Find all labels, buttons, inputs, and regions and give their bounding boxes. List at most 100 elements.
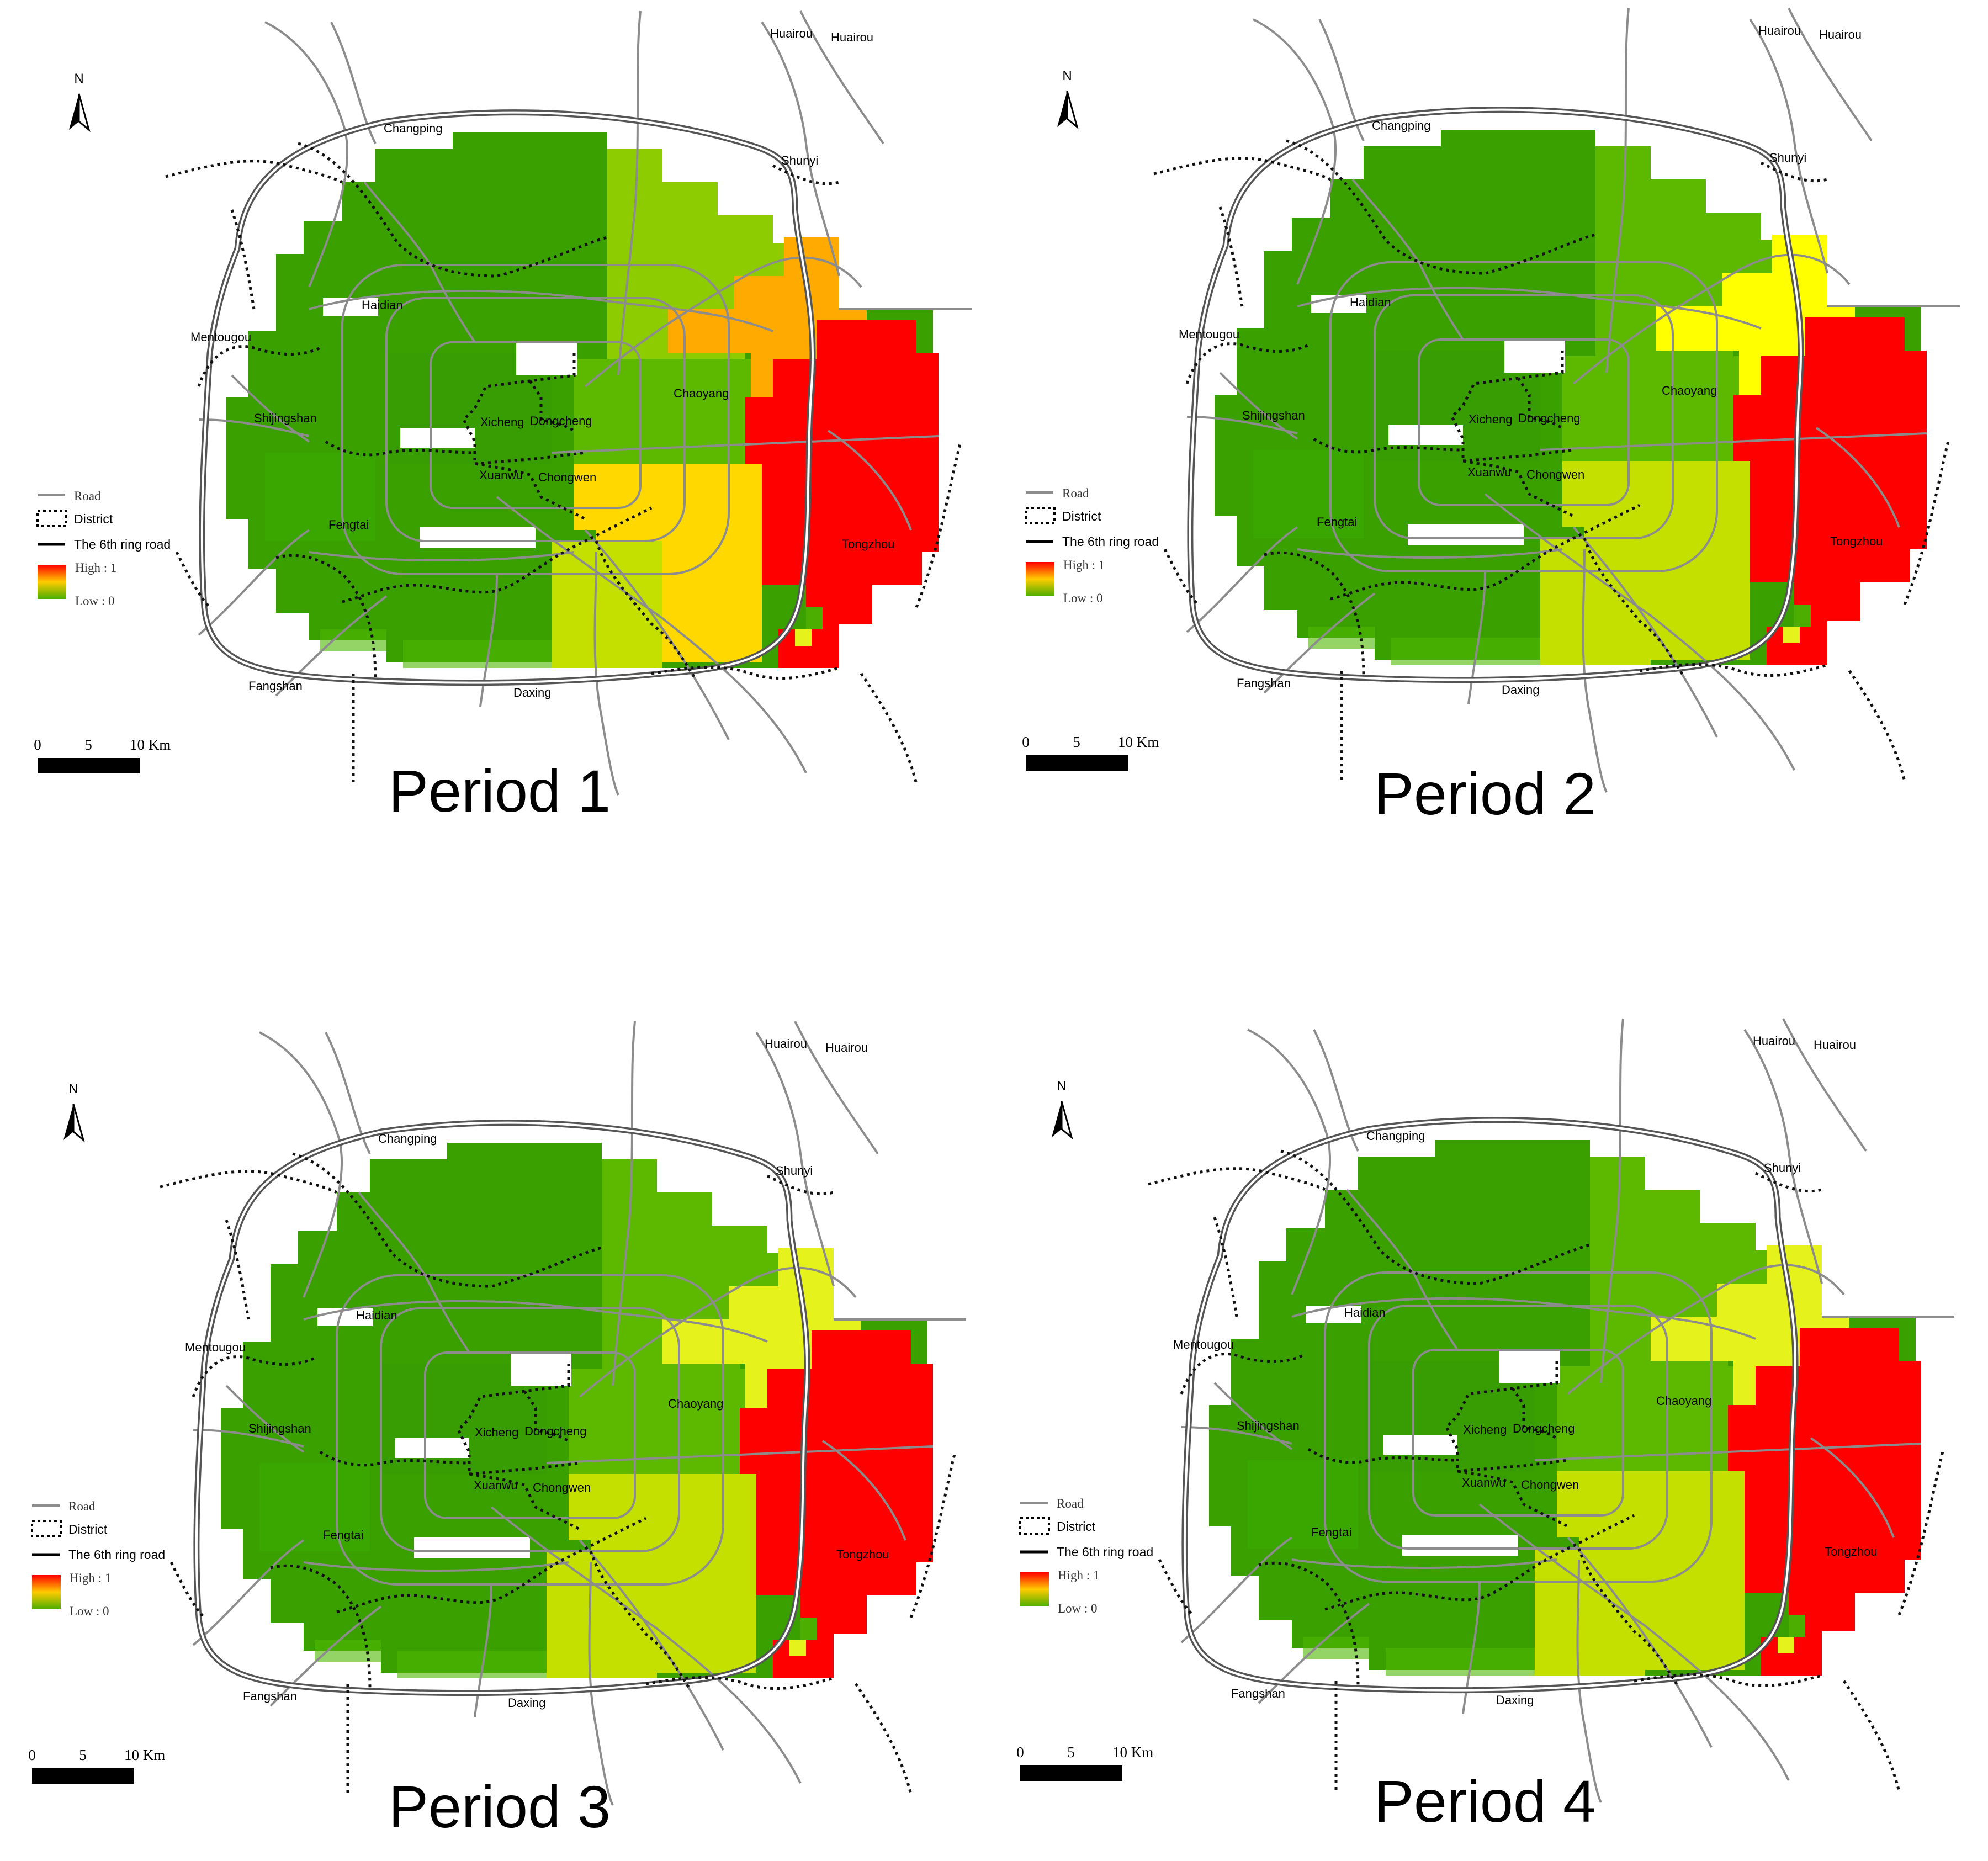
place-label-huairou-1: Huairou [770, 26, 813, 40]
road [1263, 592, 1376, 694]
legend-low-label: Low : 0 [70, 1604, 109, 1618]
heat-south-lime [552, 541, 662, 668]
road [192, 1539, 305, 1646]
north-arrow-icon: N [63, 1081, 85, 1143]
place-label-huairou-2: Huairou [831, 30, 873, 44]
place-label-xicheng: Xicheng [480, 415, 524, 429]
road [1582, 549, 1608, 793]
road [496, 496, 807, 773]
road [1605, 8, 1630, 373]
ring-road-inner [336, 1274, 724, 1586]
heat-surface [226, 132, 939, 668]
heat-variation [1253, 450, 1364, 538]
place-label-huairou-2: Huairou [1819, 28, 1862, 41]
ring-road-inner [430, 341, 642, 509]
heat-cell [1783, 627, 1800, 643]
heat-surface [221, 1143, 933, 1678]
place-label-tongzhou: Tongzhou [836, 1547, 889, 1561]
heat-cell [1794, 605, 1811, 627]
road [799, 10, 884, 145]
scale-tick-0: 0 [34, 736, 41, 753]
road [1572, 253, 1851, 385]
blank-area [1311, 295, 1366, 313]
heat-south-lime [547, 1551, 657, 1678]
road [827, 430, 912, 531]
ring-road-inner [1368, 1305, 1668, 1550]
heat-cell [800, 1618, 817, 1640]
road [1567, 1536, 1713, 1748]
district-boundaries [1153, 139, 1950, 782]
place-label-shunyi: Shunyi [1769, 151, 1806, 165]
road [1186, 416, 1298, 434]
road [584, 256, 862, 388]
road [259, 1031, 343, 1298]
scale-tick-10: 10 Km [1112, 1744, 1153, 1761]
road [1576, 1559, 1602, 1803]
scale-bar: 0 5 10 Km [1022, 734, 1159, 771]
blank-area [395, 1438, 469, 1458]
road-network [198, 10, 972, 796]
ring-road-inner [1412, 1349, 1624, 1517]
road [193, 1429, 304, 1448]
legend-district-label: District [1062, 509, 1101, 523]
scale-tick-0: 0 [28, 1747, 36, 1763]
scale-tick-10: 10 Km [124, 1747, 165, 1763]
heat-tongzhou-red [1728, 1328, 1921, 1676]
place-label-shijingshan: Shijingshan [1242, 409, 1305, 422]
place-label-haidian: Haidian [1350, 295, 1391, 309]
place-label-shunyi: Shunyi [781, 153, 818, 167]
legend-district-swatch [1019, 1517, 1050, 1535]
road-network [192, 1021, 966, 1806]
legend-district-label: District [68, 1522, 108, 1536]
ring-road-inner [1324, 1271, 1713, 1583]
legend-low-label: Low : 0 [1063, 591, 1103, 605]
legend: Road District The 6th ring road High : 1 Low… [31, 1499, 165, 1618]
place-label-changping: Changping [1372, 119, 1430, 132]
heat-east-mid [1562, 356, 1761, 461]
road [1478, 1503, 1790, 1781]
place-label-dongcheng: Dongcheng [524, 1424, 587, 1438]
scale-tick-0: 0 [1022, 734, 1030, 750]
north-label: N [1062, 68, 1072, 83]
place-label-xicheng: Xicheng [475, 1425, 519, 1439]
heat-variation [1308, 627, 1375, 649]
legend-high-label: High : 1 [1058, 1568, 1099, 1582]
road [1180, 1536, 1293, 1643]
place-label-changping: Changping [378, 1132, 437, 1146]
place-label-shijingshan: Shijingshan [1237, 1419, 1300, 1433]
heat-variation [397, 1651, 547, 1678]
place-label-chongwen: Chongwen [538, 470, 596, 484]
legend-road-label: Road [1062, 486, 1089, 500]
place-label-chongwen: Chongwen [1521, 1478, 1579, 1492]
place-label-huairou-1: Huairou [765, 1037, 807, 1051]
place-label-xuanwu: Xuanwu [474, 1478, 518, 1492]
road [198, 418, 310, 437]
legend-gradient-swatch [1020, 1572, 1049, 1606]
heat-variation [1391, 638, 1540, 665]
heat-variation [1303, 1637, 1369, 1659]
road [1318, 19, 1365, 141]
north-arrow-icon: N [1057, 68, 1079, 130]
place-label-fangshan: Fangshan [1231, 1687, 1285, 1700]
heat-south-lime [1535, 1549, 1645, 1676]
scale-tick-5: 5 [1067, 1744, 1075, 1761]
scale-bar: 0 5 10 Km [1016, 1744, 1153, 1781]
place-label-mentougou: Mentougou [1179, 327, 1239, 341]
road [309, 289, 773, 332]
north-label: N [68, 1081, 78, 1096]
legend-high-label: High : 1 [1063, 558, 1105, 572]
sixth-ring-road [1187, 107, 1804, 683]
scale-bar-rect [32, 1768, 134, 1784]
scale-bar-rect [38, 758, 140, 773]
north-label: N [1057, 1079, 1066, 1094]
map-panel-4: Huairou Huairou Changping Shunyi Haidian Ment… [1016, 1018, 1954, 1803]
sixth-ring-road [193, 1120, 810, 1696]
road [1297, 548, 1563, 559]
road [546, 1445, 934, 1464]
legend-ring-label: The 6th ring road [1062, 534, 1159, 549]
map-body [165, 10, 972, 796]
heat-cell [806, 607, 823, 629]
legend-district-label: District [1057, 1519, 1096, 1534]
heat-cell [1789, 1615, 1805, 1637]
legend: Road District The 6th ring road High : 1 Low… [36, 489, 171, 608]
